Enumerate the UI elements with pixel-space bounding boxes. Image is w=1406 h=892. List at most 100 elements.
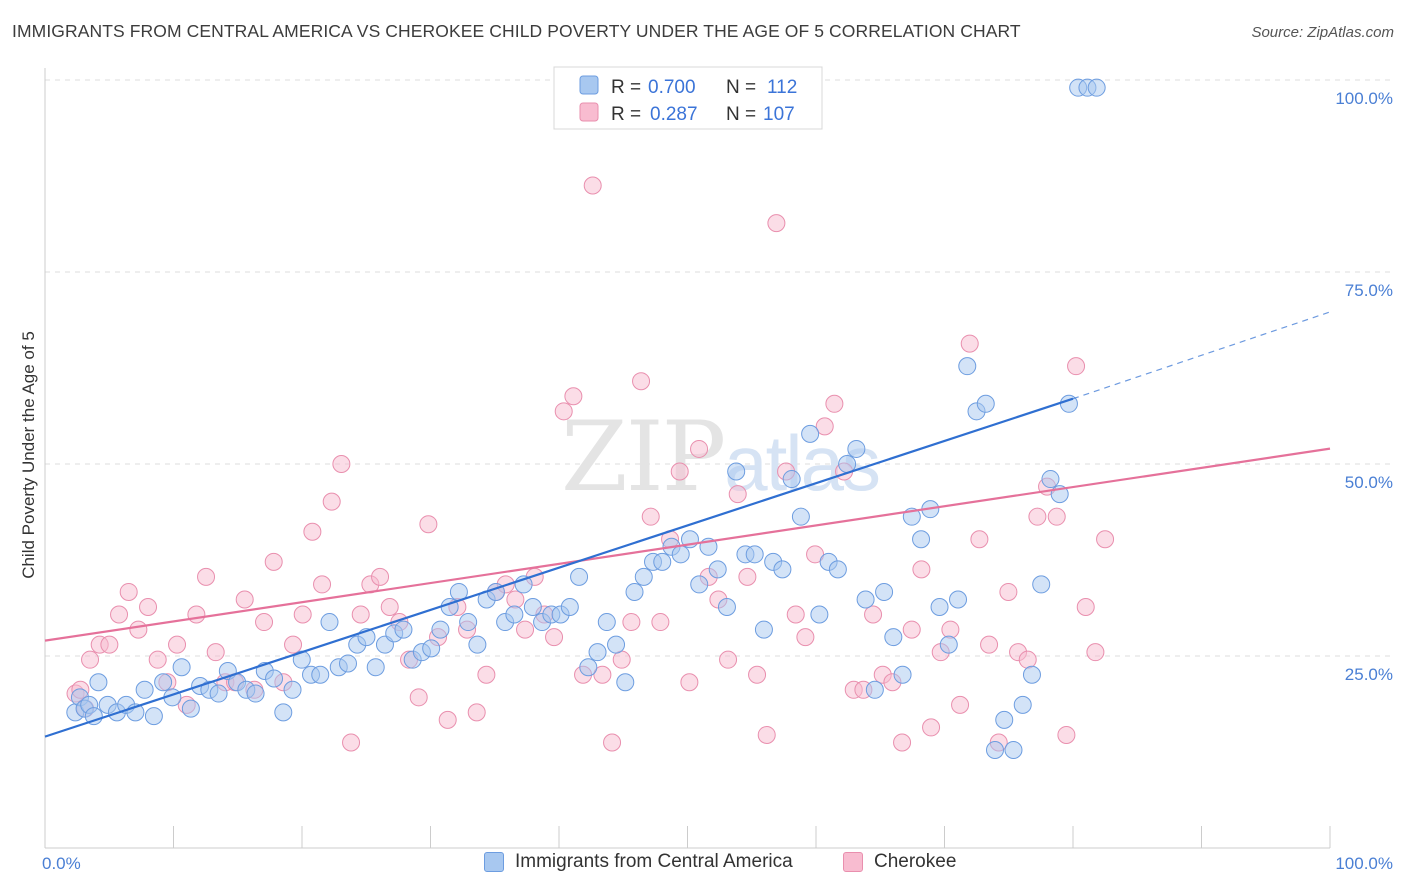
data-point (144, 707, 163, 726)
data-point (206, 643, 225, 662)
data-point (129, 620, 148, 639)
data-point (81, 650, 100, 669)
data-point (651, 613, 670, 632)
data-point (912, 560, 931, 579)
data-point (634, 567, 653, 586)
data-point (477, 665, 496, 684)
bottom-legend: Immigrants from Central America Cherokee (0, 851, 1406, 879)
y-axis-label: Child Poverty Under the Age of 5 (19, 331, 38, 579)
data-point (884, 628, 903, 647)
data-point (632, 372, 651, 391)
legend-item-central-america: Immigrants from Central America (484, 851, 793, 873)
data-point (754, 620, 773, 639)
data-point (506, 590, 525, 609)
data-point (1076, 598, 1095, 617)
data-point (246, 684, 265, 703)
data-point (322, 492, 341, 511)
trend-line-central-america-extension (1072, 311, 1331, 400)
data-point (999, 582, 1018, 601)
data-point (653, 552, 672, 571)
data-point (139, 598, 158, 617)
data-point (728, 485, 747, 504)
data-point (671, 545, 690, 564)
data-point (168, 635, 187, 654)
data-point (187, 605, 206, 624)
data-point (313, 575, 332, 594)
data-point (607, 635, 626, 654)
data-point (1028, 507, 1047, 526)
data-point (197, 567, 216, 586)
data-point (782, 470, 801, 489)
legend-label-central-america: Immigrants from Central America (515, 851, 793, 872)
legend-label-cherokee: Cherokee (874, 851, 957, 872)
data-point (274, 703, 293, 722)
data-point (597, 613, 616, 632)
data-point (791, 507, 810, 526)
data-point (930, 598, 949, 617)
data-point (523, 598, 542, 617)
data-point (939, 635, 958, 654)
data-point (902, 620, 921, 639)
data-point (516, 620, 535, 639)
data-point (806, 545, 825, 564)
legend-r-value-1: 0.700 (648, 77, 696, 98)
data-point (1047, 507, 1066, 526)
data-point (757, 725, 776, 744)
data-point (616, 673, 635, 692)
data-point (255, 613, 274, 632)
data-point (690, 575, 709, 594)
data-point (865, 680, 884, 699)
data-point (380, 598, 399, 617)
data-point (154, 673, 173, 692)
data-point (422, 639, 441, 658)
data-point (1057, 725, 1076, 744)
legend-swatch-central-america (484, 852, 504, 872)
data-point (786, 605, 805, 624)
data-point (941, 620, 960, 639)
legend-r-label-2: R = (611, 104, 641, 125)
legend-item-cherokee: Cherokee (843, 851, 956, 873)
data-point (583, 176, 602, 195)
data-point (1087, 78, 1106, 97)
y-tick-label: 75.0% (1345, 281, 1393, 300)
legend-swatch-blue (579, 75, 599, 95)
data-point (110, 605, 129, 624)
data-point (135, 680, 154, 699)
data-point (265, 669, 284, 688)
data-point (893, 665, 912, 684)
data-point (588, 643, 607, 662)
data-point (810, 605, 829, 624)
legend-r-value-2: 0.287 (650, 104, 698, 125)
data-point (181, 699, 200, 718)
data-point (148, 650, 167, 669)
data-point (1013, 695, 1032, 714)
x-tick-label: 100.0% (1335, 854, 1393, 873)
data-point (431, 620, 450, 639)
y-tick-label: 25.0% (1345, 665, 1393, 684)
data-point (264, 552, 283, 571)
legend-swatch-pink (579, 102, 599, 122)
data-point (951, 695, 970, 714)
data-point (1022, 665, 1041, 684)
data-point (1086, 643, 1105, 662)
data-point (419, 515, 438, 534)
legend-n-label-2: N = (726, 104, 756, 125)
data-point (467, 703, 486, 722)
data-point (209, 684, 228, 703)
data-point (1067, 357, 1086, 376)
data-point (560, 598, 579, 617)
data-point (283, 680, 302, 699)
data-point (958, 357, 977, 376)
legend-n-value-1: 112 (767, 77, 797, 98)
data-point (690, 439, 709, 458)
data-point (719, 650, 738, 669)
data-point (796, 628, 815, 647)
data-point (856, 590, 875, 609)
data-point (468, 635, 487, 654)
x-tick-label: 0.0% (42, 854, 81, 873)
data-point (409, 688, 428, 707)
legend-n-value-2: 107 (763, 104, 795, 125)
legend-n-label-1: N = (726, 77, 756, 98)
watermark: ZIPatlas (561, 401, 879, 513)
legend-r-label-1: R = (611, 77, 641, 98)
